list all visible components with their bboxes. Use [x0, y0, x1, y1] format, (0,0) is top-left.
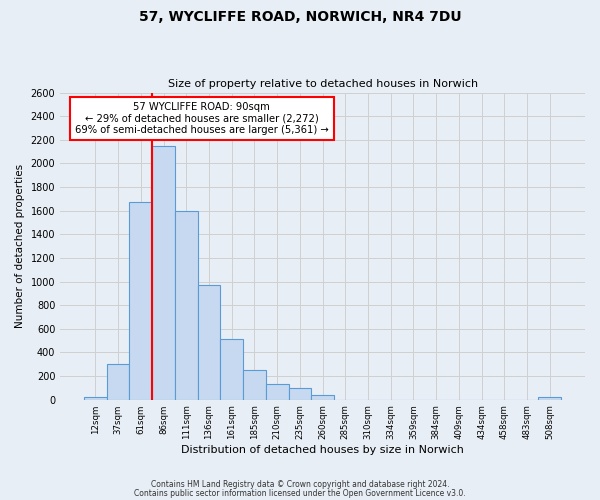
Bar: [220, 340, 243, 400]
Text: Contains HM Land Registry data © Crown copyright and database right 2024.: Contains HM Land Registry data © Crown c…: [151, 480, 449, 489]
X-axis label: Distribution of detached houses by size in Norwich: Distribution of detached houses by size …: [181, 445, 464, 455]
Bar: [197, 284, 220, 400]
Text: 57 WYCLIFFE ROAD: 90sqm
← 29% of detached houses are smaller (2,272)
69% of semi: 57 WYCLIFFE ROAD: 90sqm ← 29% of detache…: [75, 102, 329, 135]
Bar: [266, 384, 289, 400]
Bar: [84, 397, 107, 400]
Bar: [130, 202, 152, 400]
Bar: [289, 388, 311, 400]
Bar: [107, 364, 130, 400]
Bar: [538, 398, 561, 400]
Y-axis label: Number of detached properties: Number of detached properties: [15, 164, 25, 328]
Bar: [311, 395, 334, 400]
Text: 57, WYCLIFFE ROAD, NORWICH, NR4 7DU: 57, WYCLIFFE ROAD, NORWICH, NR4 7DU: [139, 10, 461, 24]
Text: Contains public sector information licensed under the Open Government Licence v3: Contains public sector information licen…: [134, 488, 466, 498]
Bar: [175, 210, 197, 400]
Bar: [152, 146, 175, 400]
Title: Size of property relative to detached houses in Norwich: Size of property relative to detached ho…: [167, 79, 478, 89]
Bar: [243, 370, 266, 400]
